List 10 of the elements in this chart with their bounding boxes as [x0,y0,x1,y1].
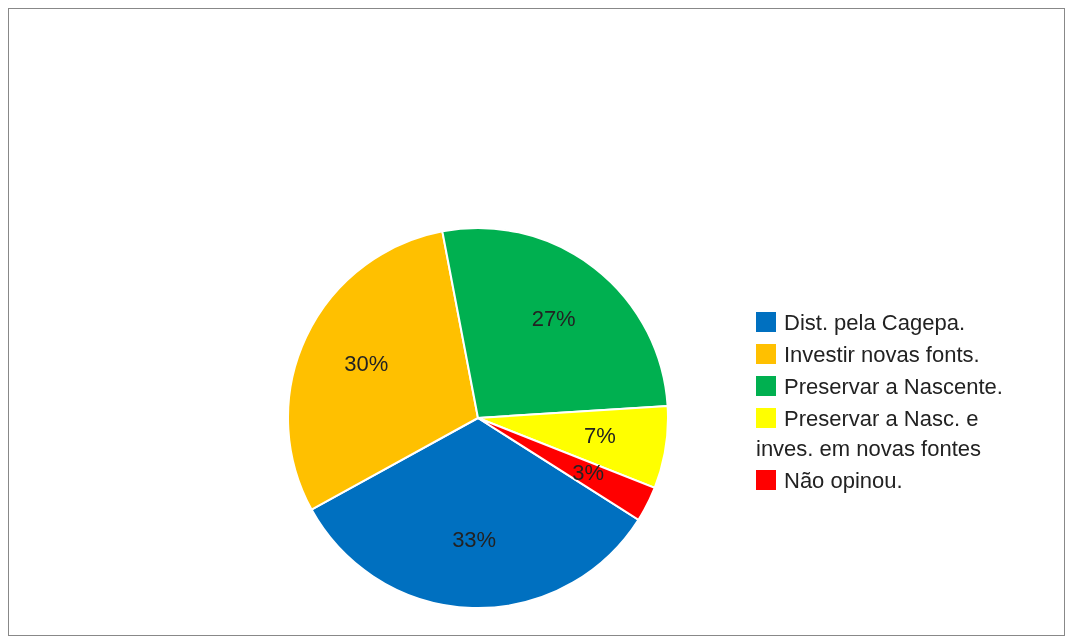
legend-label: Preservar a Nasc. e inves. em novas fontes [756,406,982,461]
data-label: 30% [344,351,389,377]
data-label: 7% [584,423,616,449]
data-label: 27% [531,306,576,332]
legend-label: Não opinou. [784,468,903,493]
data-label: 33% [452,527,497,553]
legend-label: Dist. pela Cagepa. [784,310,965,335]
legend-label: Preservar a Nascente. [784,374,1003,399]
data-label: 3% [572,459,604,485]
legend-label: Investir novas fonts. [784,342,980,367]
